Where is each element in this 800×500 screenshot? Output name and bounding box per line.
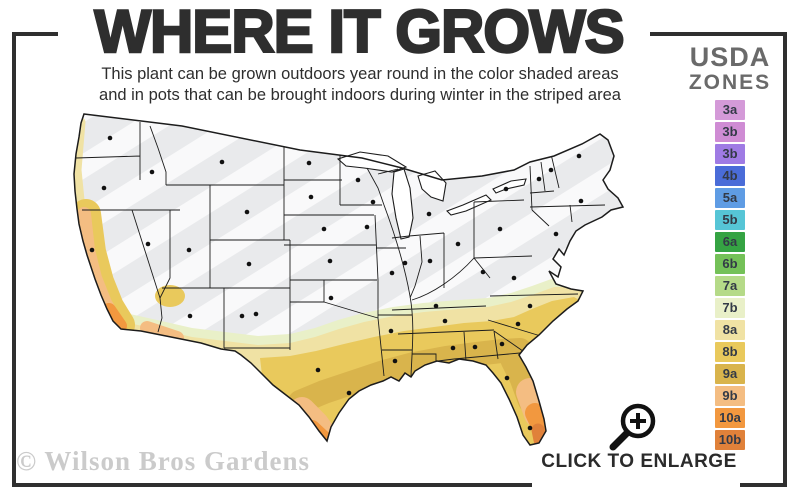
subtitle-line-1: This plant can be grown outdoors year ro… — [101, 65, 619, 83]
frame-border-top-left-segment — [12, 32, 58, 36]
zone-swatch: 7a — [715, 276, 745, 296]
legend-title-zones: ZONES — [688, 71, 772, 94]
zone-swatch: 7b — [715, 298, 745, 318]
zone-swatch: 4b — [715, 166, 745, 186]
zone-swatch: 8a — [715, 320, 745, 340]
frame-border-left — [12, 32, 16, 487]
frame-border-bottom-right-segment — [740, 483, 787, 487]
page-title: WHERE IT GROWS — [93, 0, 626, 66]
subtitle-line-2: and in pots that can be brought indoors … — [99, 86, 621, 104]
zone-swatch: 5b — [715, 210, 745, 230]
usda-zones-legend: USDA ZONES 3a 3b 3b 4b 5a 5b 6a 6b 7a 7b… — [686, 42, 774, 452]
frame-border-top-right-segment — [650, 32, 787, 36]
state-borders — [75, 122, 606, 377]
zone-swatch: 9a — [715, 364, 745, 384]
zone-swatch: 3b — [715, 144, 745, 164]
zone-swatch: 10a — [715, 408, 745, 428]
frame-border-right — [783, 32, 787, 487]
zone-swatch: 6a — [715, 232, 745, 252]
zone-swatch: 3b — [715, 122, 745, 142]
legend-title-usda: USDA — [689, 42, 771, 72]
zone-swatch: 10b — [715, 430, 745, 450]
zone-swatch-list: 3a 3b 3b 4b 5a 5b 6a 6b 7a 7b 8a 8b 9a 9… — [686, 100, 774, 450]
click-to-enlarge-button[interactable]: CLICK TO ENLARGE — [541, 451, 737, 472]
us-map-graphic — [73, 113, 624, 446]
zone-swatch: 3a — [715, 100, 745, 120]
zone-swatch: 5a — [715, 188, 745, 208]
zone-swatch: 8b — [715, 342, 745, 362]
state-marker-dots — [89, 135, 584, 431]
watermark: © Wilson Bros Gardens — [16, 446, 310, 476]
usda-zone-map[interactable] — [62, 110, 660, 470]
zone-swatch: 6b — [715, 254, 745, 274]
page-subtitle: This plant can be grown outdoors year ro… — [62, 64, 658, 106]
magnifier-plus-icon[interactable] — [600, 399, 664, 455]
frame-border-bottom-left-segment — [12, 483, 532, 487]
zone-swatch: 9b — [715, 386, 745, 406]
